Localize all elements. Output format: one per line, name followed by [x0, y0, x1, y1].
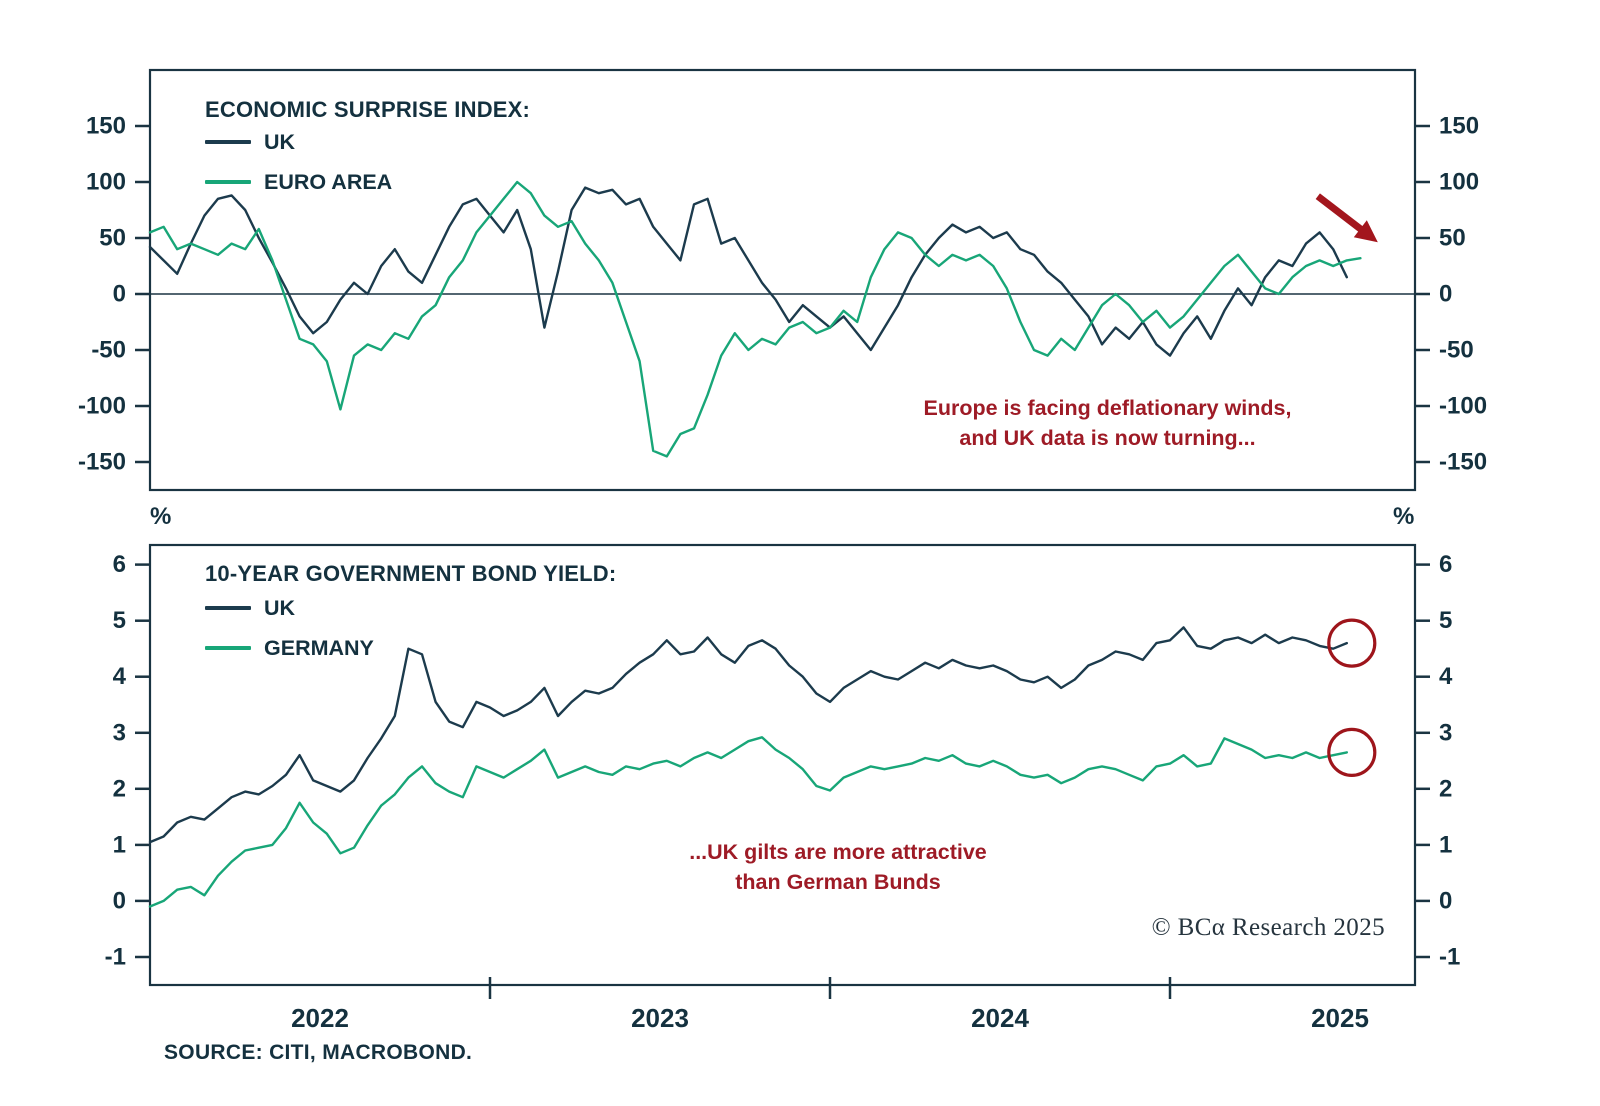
y-tick-label-left: 5: [113, 607, 126, 634]
legend-label-uk-yield: UK: [264, 595, 296, 620]
y-tick-label-right: 4: [1439, 663, 1453, 690]
bottom-annotation: ...UK gilts are more attractive than Ger…: [689, 840, 987, 894]
y-tick-label-right: 5: [1439, 607, 1452, 634]
x-tick-label-2022: 2022: [291, 1003, 349, 1033]
y-tick-label-left: 1: [113, 831, 126, 858]
y-tick-label-right: 0: [1439, 281, 1452, 308]
y-tick-label-right: 2: [1439, 775, 1452, 802]
line-euro-area-panel-0: [148, 180, 1362, 458]
y-tick-label-right: -50: [1439, 337, 1474, 364]
panel-1-frame: [148, 543, 1417, 987]
y-tick-label-right: 100: [1439, 169, 1479, 196]
line-uk-panel-1: [148, 626, 1348, 844]
y-tick-label-left: 150: [86, 113, 126, 140]
legend-item-uk-esi: UK: [205, 122, 392, 162]
x-tick-label-2023: 2023: [631, 1003, 689, 1033]
y-tick-label-right: -150: [1439, 449, 1487, 476]
y-tick-label-right: 150: [1439, 113, 1479, 140]
y-tick-label-right: 6: [1439, 551, 1452, 578]
unit-label-right: %: [1393, 503, 1415, 530]
legend-item-euro-area-esi: EURO AREA: [205, 162, 392, 202]
y-tick-label-right: 3: [1439, 719, 1452, 746]
y-tick-label-left: 0: [113, 887, 126, 914]
panel-0-frame: [148, 68, 1417, 492]
top-annotation: Europe is facing deflationary winds, and…: [923, 396, 1292, 450]
y-tick-label-left: 2: [113, 775, 126, 802]
y-tick-label-right: -1: [1439, 944, 1460, 971]
source-note: SOURCE: CITI, MACROBOND.: [164, 1041, 473, 1064]
legend-item-uk-yield: UK: [205, 588, 374, 628]
unit-label-left: %: [150, 503, 172, 530]
y-tick-label-left: -50: [91, 337, 126, 364]
legend-label-uk-esi: UK: [264, 129, 296, 154]
y-tick-label-left: -100: [78, 393, 126, 420]
y-tick-label-left: -150: [78, 449, 126, 476]
top-panel-title: ECONOMIC SURPRISE INDEX:: [205, 97, 531, 122]
uk-line-swatch: [205, 140, 251, 144]
y-tick-label-left: 0: [113, 281, 126, 308]
bottom-legend: UK GERMANY: [205, 588, 374, 668]
legend-label-germany-yield: GERMANY: [264, 635, 374, 660]
y-tick-label-right: 1: [1439, 831, 1452, 858]
germany-yield-line-swatch: [205, 646, 251, 650]
y-tick-label-right: 50: [1439, 225, 1466, 252]
downturn-arrow-shaft: [1315, 193, 1363, 232]
y-tick-label-left: 100: [86, 169, 126, 196]
highlight-circle-uk: [1327, 618, 1377, 668]
y-tick-label-left: 6: [113, 551, 126, 578]
line-germany-panel-1: [148, 736, 1348, 908]
copyright-notice: © BCα Research 2025: [1151, 914, 1385, 941]
highlight-circle-germany: [1327, 727, 1377, 778]
legend-label-euro-area-esi: EURO AREA: [264, 169, 393, 194]
y-tick-label-right: 0: [1439, 887, 1452, 914]
y-tick-label-left: 3: [113, 719, 126, 746]
downturn-arrow-head: [1353, 220, 1378, 243]
bottom-panel-title: 10-YEAR GOVERNMENT BOND YIELD:: [205, 561, 617, 586]
legend-item-germany-yield: GERMANY: [205, 628, 374, 668]
x-tick-label-2025: 2025: [1311, 1003, 1369, 1033]
y-tick-label-right: -100: [1439, 393, 1487, 420]
uk-yield-line-swatch: [205, 606, 251, 610]
line-uk-panel-0: [148, 186, 1348, 357]
y-tick-label-left: 50: [99, 225, 126, 252]
x-tick-label-2024: 2024: [971, 1003, 1029, 1033]
top-legend: UK EURO AREA: [205, 122, 392, 202]
y-tick-label-left: -1: [105, 944, 126, 971]
euro-area-line-swatch: [205, 180, 251, 184]
y-tick-label-left: 4: [113, 663, 127, 690]
